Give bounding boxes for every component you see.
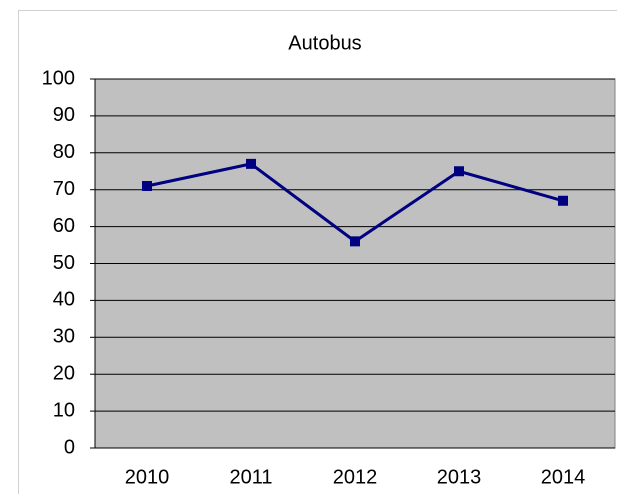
- marker: [558, 195, 568, 206]
- y-tick-label: 0: [64, 436, 75, 458]
- marker: [454, 166, 464, 177]
- x-tick-label: 2011: [229, 466, 272, 488]
- marker: [142, 181, 152, 192]
- y-tick-label: 100: [42, 67, 75, 89]
- x-tick-label: 2013: [437, 466, 482, 488]
- x-tick-label: 2010: [125, 466, 170, 488]
- y-tick-label: 80: [53, 141, 75, 163]
- y-tick-label: 50: [53, 252, 75, 274]
- x-tick-label: 2012: [333, 466, 378, 488]
- y-tick-label: 60: [53, 215, 75, 237]
- marker: [350, 236, 360, 247]
- y-tick-label: 40: [53, 289, 75, 311]
- y-tick-label: 10: [53, 399, 75, 421]
- x-tick-label: 2014: [541, 466, 586, 488]
- y-tick-label: 90: [53, 104, 75, 126]
- marker: [246, 158, 256, 169]
- y-tick-label: 30: [53, 326, 75, 348]
- y-tick-label: 70: [53, 178, 75, 200]
- y-tick-label: 20: [53, 362, 75, 384]
- chart-title: Autobus: [288, 32, 361, 54]
